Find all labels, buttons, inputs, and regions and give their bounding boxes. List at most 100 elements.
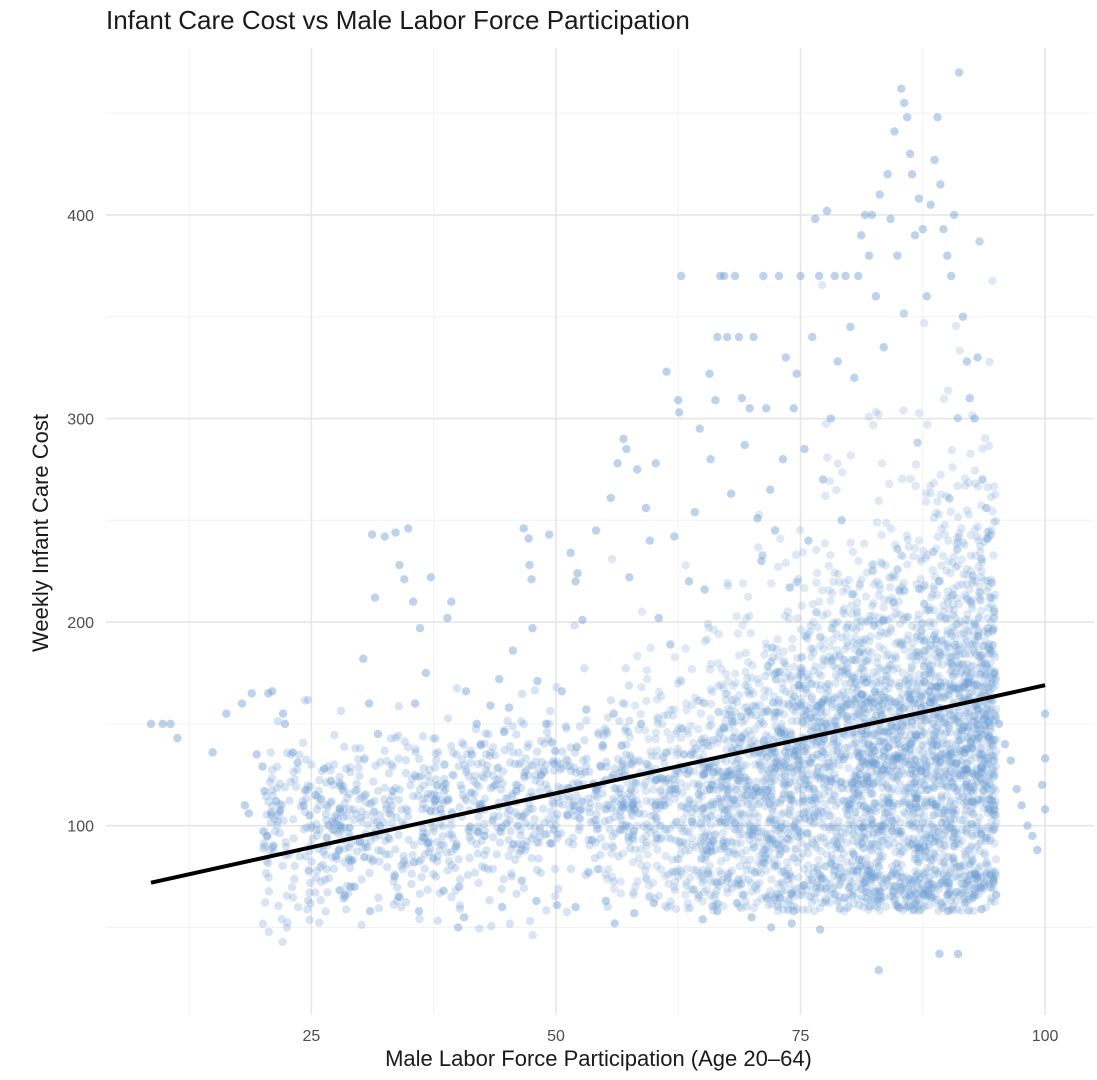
data-point bbox=[968, 822, 978, 832]
data-point bbox=[666, 834, 676, 844]
data-point bbox=[967, 600, 976, 609]
data-point bbox=[575, 722, 585, 731]
data-point bbox=[686, 903, 695, 913]
data-point bbox=[775, 850, 784, 859]
data-point bbox=[582, 754, 591, 763]
data-point bbox=[899, 769, 908, 779]
data-point bbox=[718, 828, 728, 837]
data-point bbox=[743, 796, 752, 805]
data-point bbox=[786, 888, 796, 898]
data-point bbox=[991, 785, 1000, 795]
data-point bbox=[675, 723, 684, 733]
data-point bbox=[829, 737, 838, 746]
data-point bbox=[768, 643, 777, 652]
data-point bbox=[848, 740, 857, 749]
data-point bbox=[897, 638, 906, 647]
data-point bbox=[958, 792, 967, 802]
data-point bbox=[726, 813, 736, 822]
data-point bbox=[703, 869, 713, 879]
data-point bbox=[877, 690, 886, 700]
data-point bbox=[742, 703, 752, 712]
data-point bbox=[873, 827, 883, 837]
data-point bbox=[800, 774, 809, 784]
data-point bbox=[638, 835, 647, 844]
data-point bbox=[917, 692, 926, 702]
data-point bbox=[944, 723, 954, 733]
data-point bbox=[648, 878, 658, 888]
data-point bbox=[972, 621, 981, 631]
data-point bbox=[843, 669, 852, 679]
data-point bbox=[857, 575, 866, 584]
data-point bbox=[920, 599, 929, 609]
data-point bbox=[847, 675, 856, 684]
data-point bbox=[867, 821, 877, 830]
data-point bbox=[287, 883, 297, 892]
data-point bbox=[742, 860, 752, 870]
data-point bbox=[711, 799, 720, 809]
data-point bbox=[720, 818, 730, 827]
data-point bbox=[917, 626, 926, 635]
data-point bbox=[935, 613, 944, 622]
data-point bbox=[903, 635, 912, 644]
data-point bbox=[806, 817, 815, 826]
data-point bbox=[671, 729, 680, 739]
data-point bbox=[656, 821, 665, 831]
data-point bbox=[534, 854, 543, 863]
data-point bbox=[961, 615, 970, 624]
data-point bbox=[672, 817, 681, 826]
data-point bbox=[432, 755, 441, 765]
data-point bbox=[832, 823, 842, 832]
data-point bbox=[763, 707, 772, 716]
data-point bbox=[550, 746, 560, 755]
data-point bbox=[895, 826, 904, 836]
data-point bbox=[971, 869, 980, 879]
data-point bbox=[772, 753, 781, 762]
data-point bbox=[441, 779, 451, 788]
data-point bbox=[929, 810, 938, 820]
data-point bbox=[852, 605, 861, 614]
data-point bbox=[677, 676, 686, 686]
data-point bbox=[957, 836, 966, 845]
data-point bbox=[960, 634, 970, 644]
data-point bbox=[633, 877, 642, 886]
data-point bbox=[893, 565, 902, 574]
data-point bbox=[603, 729, 612, 738]
data-point bbox=[966, 843, 975, 852]
data-point bbox=[842, 700, 852, 709]
data-point bbox=[884, 661, 894, 670]
data-point bbox=[731, 669, 740, 678]
data-point bbox=[650, 777, 659, 786]
data-point bbox=[644, 893, 654, 902]
data-point bbox=[912, 889, 921, 899]
data-point bbox=[933, 590, 942, 600]
data-point bbox=[946, 750, 955, 759]
data-point bbox=[979, 641, 988, 651]
data-point bbox=[922, 786, 932, 795]
data-point bbox=[867, 839, 877, 848]
data-point bbox=[990, 801, 999, 810]
data-point bbox=[716, 680, 726, 689]
data-point bbox=[982, 857, 992, 867]
data-point bbox=[706, 685, 715, 694]
data-point bbox=[826, 795, 836, 805]
data-point bbox=[438, 832, 447, 841]
data-point bbox=[723, 704, 732, 714]
data-point bbox=[879, 814, 889, 823]
data-point bbox=[732, 850, 741, 860]
data-point bbox=[955, 717, 964, 727]
data-point bbox=[977, 725, 986, 735]
data-point bbox=[666, 746, 675, 756]
data-point bbox=[869, 704, 879, 714]
data-point bbox=[908, 787, 918, 797]
data-point bbox=[648, 785, 658, 794]
data-point bbox=[771, 862, 781, 871]
data-point bbox=[816, 871, 825, 881]
data-point bbox=[797, 664, 807, 673]
data-point bbox=[874, 862, 884, 871]
data-point bbox=[960, 474, 970, 483]
data-point bbox=[955, 869, 964, 879]
data-point bbox=[798, 905, 808, 914]
data-point bbox=[847, 857, 857, 866]
data-point bbox=[807, 652, 816, 662]
data-point bbox=[820, 822, 829, 832]
